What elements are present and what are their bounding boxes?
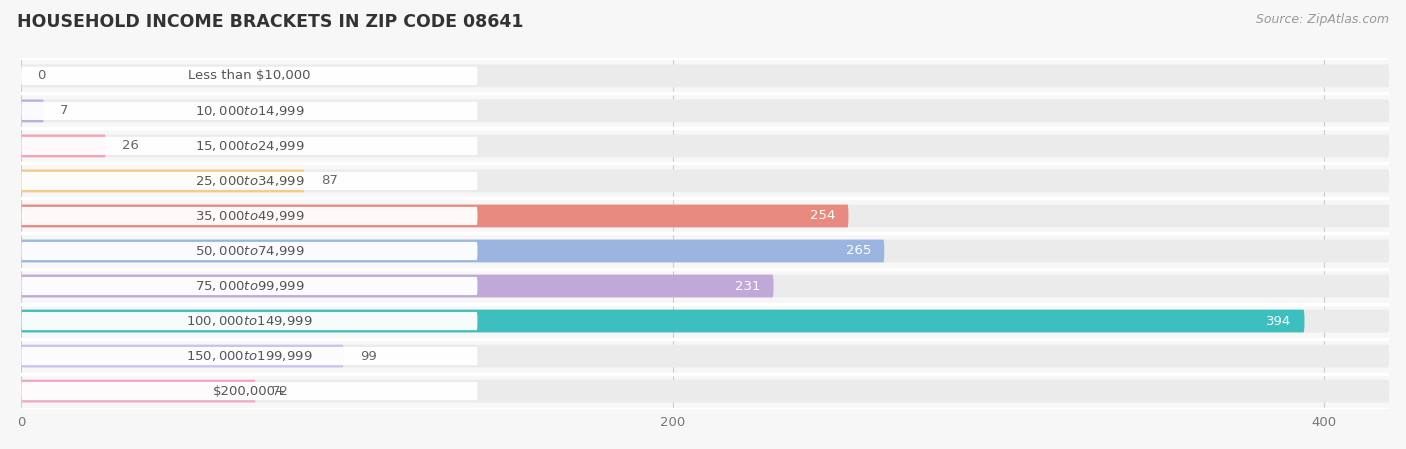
FancyBboxPatch shape bbox=[21, 347, 478, 365]
FancyBboxPatch shape bbox=[21, 382, 478, 400]
FancyBboxPatch shape bbox=[21, 137, 478, 155]
Text: $25,000 to $34,999: $25,000 to $34,999 bbox=[194, 174, 304, 188]
FancyBboxPatch shape bbox=[21, 345, 1389, 367]
FancyBboxPatch shape bbox=[21, 100, 44, 122]
Text: $35,000 to $49,999: $35,000 to $49,999 bbox=[194, 209, 304, 223]
Text: 254: 254 bbox=[810, 210, 835, 222]
Text: 0: 0 bbox=[38, 70, 46, 82]
Text: Less than $10,000: Less than $10,000 bbox=[188, 70, 311, 82]
Text: 72: 72 bbox=[271, 385, 288, 397]
FancyBboxPatch shape bbox=[21, 172, 478, 190]
Text: $10,000 to $14,999: $10,000 to $14,999 bbox=[194, 104, 304, 118]
FancyBboxPatch shape bbox=[21, 310, 1389, 332]
Text: $100,000 to $149,999: $100,000 to $149,999 bbox=[186, 314, 312, 328]
Text: 99: 99 bbox=[360, 350, 377, 362]
FancyBboxPatch shape bbox=[21, 170, 1389, 192]
FancyBboxPatch shape bbox=[21, 240, 884, 262]
Text: $150,000 to $199,999: $150,000 to $199,999 bbox=[186, 349, 312, 363]
FancyBboxPatch shape bbox=[21, 277, 478, 295]
Text: 7: 7 bbox=[60, 105, 69, 117]
Text: $75,000 to $99,999: $75,000 to $99,999 bbox=[194, 279, 304, 293]
FancyBboxPatch shape bbox=[21, 380, 1389, 402]
Text: 394: 394 bbox=[1267, 315, 1292, 327]
Text: Source: ZipAtlas.com: Source: ZipAtlas.com bbox=[1256, 13, 1389, 26]
FancyBboxPatch shape bbox=[21, 135, 105, 157]
FancyBboxPatch shape bbox=[21, 240, 1389, 262]
FancyBboxPatch shape bbox=[21, 275, 1389, 297]
Text: 87: 87 bbox=[321, 175, 337, 187]
FancyBboxPatch shape bbox=[21, 135, 1389, 157]
FancyBboxPatch shape bbox=[21, 67, 478, 85]
Text: 231: 231 bbox=[735, 280, 761, 292]
FancyBboxPatch shape bbox=[21, 100, 1389, 122]
FancyBboxPatch shape bbox=[21, 345, 343, 367]
FancyBboxPatch shape bbox=[21, 380, 256, 402]
Text: 26: 26 bbox=[122, 140, 139, 152]
FancyBboxPatch shape bbox=[21, 207, 478, 225]
FancyBboxPatch shape bbox=[21, 170, 305, 192]
Text: $50,000 to $74,999: $50,000 to $74,999 bbox=[194, 244, 304, 258]
FancyBboxPatch shape bbox=[21, 65, 1389, 87]
FancyBboxPatch shape bbox=[21, 205, 848, 227]
FancyBboxPatch shape bbox=[21, 312, 478, 330]
Text: HOUSEHOLD INCOME BRACKETS IN ZIP CODE 08641: HOUSEHOLD INCOME BRACKETS IN ZIP CODE 08… bbox=[17, 13, 523, 31]
FancyBboxPatch shape bbox=[21, 205, 1389, 227]
FancyBboxPatch shape bbox=[21, 310, 1305, 332]
Text: $15,000 to $24,999: $15,000 to $24,999 bbox=[194, 139, 304, 153]
FancyBboxPatch shape bbox=[21, 242, 478, 260]
Text: 265: 265 bbox=[846, 245, 872, 257]
Text: $200,000+: $200,000+ bbox=[212, 385, 287, 397]
FancyBboxPatch shape bbox=[21, 102, 478, 120]
FancyBboxPatch shape bbox=[21, 275, 773, 297]
